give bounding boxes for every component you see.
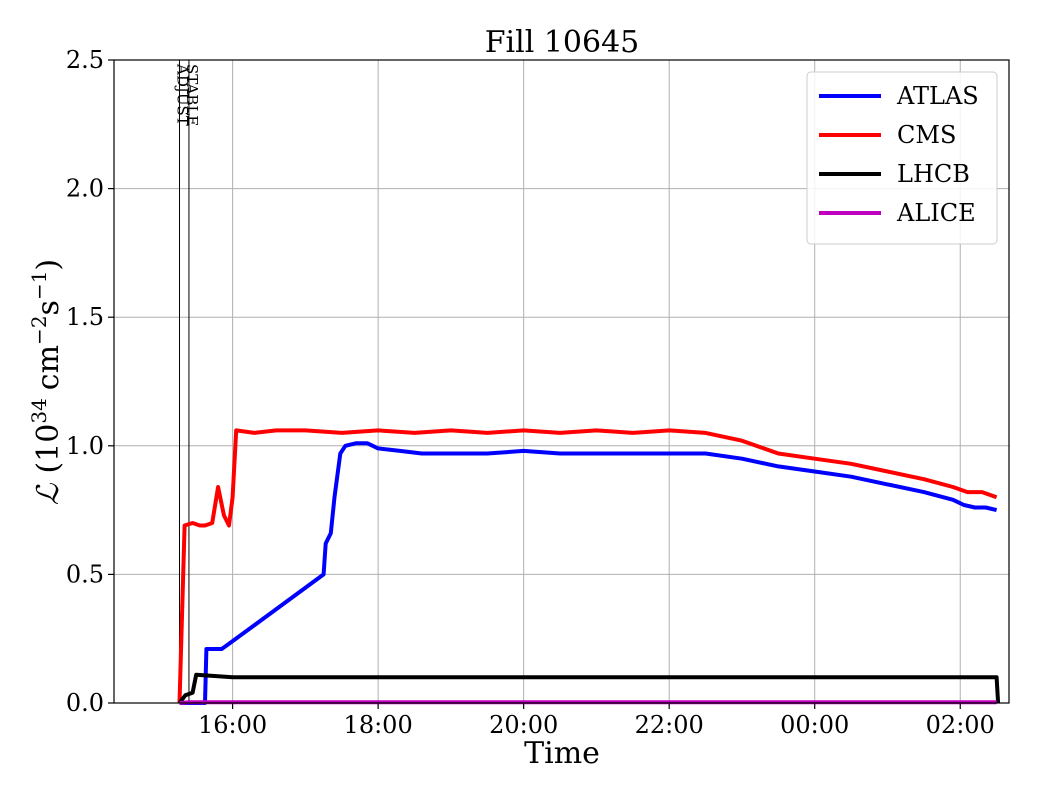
y-axis-paren-close: ) xyxy=(31,259,66,271)
series-line-lhcb xyxy=(177,672,1001,705)
legend-box xyxy=(806,71,998,245)
x-tick-label: 20:00 xyxy=(489,711,558,739)
y-axis-s: s xyxy=(31,300,66,315)
y-axis-exp: 34 xyxy=(27,398,51,423)
phase-marker-label: ADJUST xyxy=(173,63,191,126)
legend-label: CMS xyxy=(897,121,956,149)
y-tick-label: 1.0 xyxy=(66,432,104,460)
y-axis-s-exp: −1 xyxy=(27,271,51,300)
y-tick-label: 0.0 xyxy=(66,689,104,717)
x-tick-label: 02:00 xyxy=(926,711,995,739)
series-lines xyxy=(177,428,1001,705)
y-tick-label: 0.5 xyxy=(66,560,104,588)
x-tick-label: 22:00 xyxy=(635,711,704,739)
y-axis-base: 10 xyxy=(31,424,66,462)
y-axis-unit-exp: −2 xyxy=(27,315,51,344)
series-line-alice xyxy=(179,700,997,705)
y-tick-label: 1.5 xyxy=(66,303,104,331)
y-axis-label: ℒ (1034 cm−2s−1) xyxy=(27,259,66,505)
y-axis-paren-open: ( xyxy=(31,462,66,474)
series-line-atlas xyxy=(179,441,998,705)
y-tick-label: 2.5 xyxy=(66,46,104,74)
legend-label: LHCB xyxy=(897,160,970,188)
phase-marker-label: STABLE xyxy=(183,64,201,126)
x-tick-label: 00:00 xyxy=(780,711,849,739)
chart-title: Fill 10645 xyxy=(485,25,640,60)
y-axis-unit: cm xyxy=(31,345,66,390)
plot-frame xyxy=(113,59,1010,704)
series-line-cms xyxy=(177,428,998,704)
y-tick-label: 2.0 xyxy=(66,175,104,203)
x-axis-label: Time xyxy=(524,736,600,771)
legend-label: ATLAS xyxy=(896,82,979,110)
legend-label: ALICE xyxy=(896,199,976,227)
x-tick-label: 16:00 xyxy=(198,711,267,739)
y-axis-symbol: ℒ xyxy=(31,482,66,505)
legend: ATLAS CMS LHCB ALICE xyxy=(806,71,998,245)
axis-ticks: 16:00 18:00 20:00 22:00 00:00 02:00 0.0 0.5 1.0 1… xyxy=(66,46,995,739)
x-tick-label: 18:00 xyxy=(344,711,413,739)
